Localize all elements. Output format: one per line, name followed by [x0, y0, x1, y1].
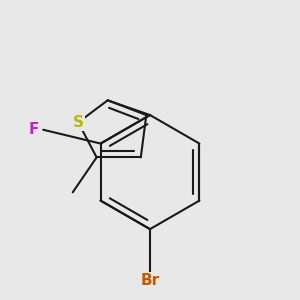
Text: S: S — [73, 115, 84, 130]
Text: F: F — [29, 122, 39, 137]
Text: Br: Br — [140, 273, 160, 288]
